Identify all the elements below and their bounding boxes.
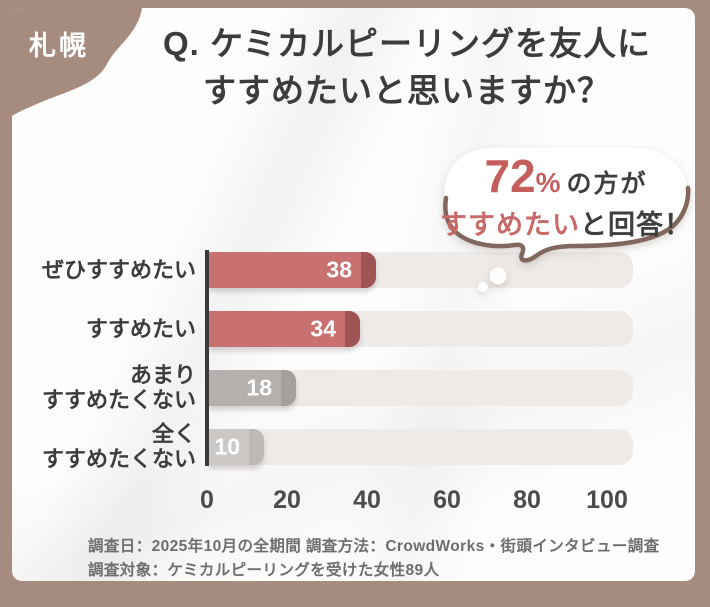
category-label-line: 全く — [151, 421, 196, 447]
bar: 18 — [209, 370, 296, 406]
percent-sign: % — [535, 166, 561, 198]
x-tick-label: 40 — [353, 486, 381, 514]
y-axis-line — [205, 250, 209, 466]
infographic-card: 札幌 Q. ケミカルピーリングを友人に すすめたいと思いますか？ ぜひすすめたい… — [12, 8, 695, 581]
location-badge: 札幌 — [29, 31, 89, 61]
bar-end-cap — [345, 311, 360, 347]
bar-end-cap — [281, 370, 296, 406]
x-tick-label: 60 — [433, 486, 461, 514]
bar-end-cap — [361, 252, 376, 288]
callout-text-2: と回答！ — [580, 209, 692, 240]
bar-value: 18 — [246, 374, 272, 401]
bar: 38 — [209, 252, 376, 288]
category-label-line: すすめたくない — [41, 388, 196, 413]
survey-note-line1: 調査日：2025年10月の全期間 調査方法：CrowdWorks・街頭インタビュ… — [88, 538, 660, 555]
chart-row: 全く すすめたくない 10 — [12, 422, 695, 472]
bar-end-cap — [249, 429, 264, 465]
x-tick-label: 0 — [200, 486, 214, 514]
page-title: Q. ケミカルピーリングを友人に すすめたいと思いますか？ — [124, 21, 690, 115]
category-label: あまり すすめたくない — [12, 363, 196, 414]
bar-value: 10 — [214, 433, 240, 460]
corner-blob-shape — [12, 8, 142, 116]
survey-notes: 調査日：2025年10月の全期間 調査方法：CrowdWorks・街頭インタビュ… — [88, 535, 660, 581]
callout-highlight: すすめたい — [440, 209, 580, 240]
bar: 34 — [209, 311, 360, 347]
callout-bubble: 72% の方が すすめたいと回答！ — [440, 148, 692, 246]
bar-track: 38 — [209, 252, 633, 288]
bar-track: 10 — [209, 429, 633, 465]
category-label: すすめたい — [12, 316, 196, 341]
chart-row: すすめたい 34 — [12, 311, 695, 347]
category-label-line: ぜひすすめたい — [41, 257, 196, 283]
percent-value: 72 — [484, 149, 536, 202]
category-label-line: すすめたい — [85, 316, 196, 342]
bar-track: 34 — [209, 311, 633, 347]
x-tick-label: 80 — [513, 486, 541, 514]
chart-row: あまり すすめたくない 18 — [12, 363, 695, 413]
callout-text-1: の方が — [566, 169, 648, 198]
category-label-line: あまり — [129, 362, 196, 388]
category-label-line: すすめたくない — [41, 447, 196, 472]
survey-note-line2: 調査対象：ケミカルピーリングを受けた女性89人 — [88, 562, 440, 580]
x-tick-label: 100 — [586, 486, 628, 514]
category-label: 全く すすめたくない — [12, 422, 196, 473]
bar-value: 38 — [326, 256, 352, 283]
bar-value: 34 — [310, 315, 336, 342]
title-line1: Q. ケミカルピーリングを友人に — [162, 25, 651, 62]
chart-row: ぜひすすめたい 38 — [12, 252, 695, 288]
callout-line1: 72% の方が — [484, 153, 647, 200]
title-line2: すすめたいと思いますか？ — [203, 71, 611, 109]
callout-line2: すすめたいと回答！ — [440, 203, 692, 242]
category-label: ぜひすすめたい — [12, 257, 196, 282]
bar-chart: ぜひすすめたい 38 すすめたい 34 あまり すすめたくない 18 全く すすめたくない 10 … — [12, 8, 695, 581]
bar: 10 — [209, 429, 264, 465]
x-tick-label: 20 — [273, 486, 301, 514]
bar-track: 18 — [209, 370, 633, 406]
